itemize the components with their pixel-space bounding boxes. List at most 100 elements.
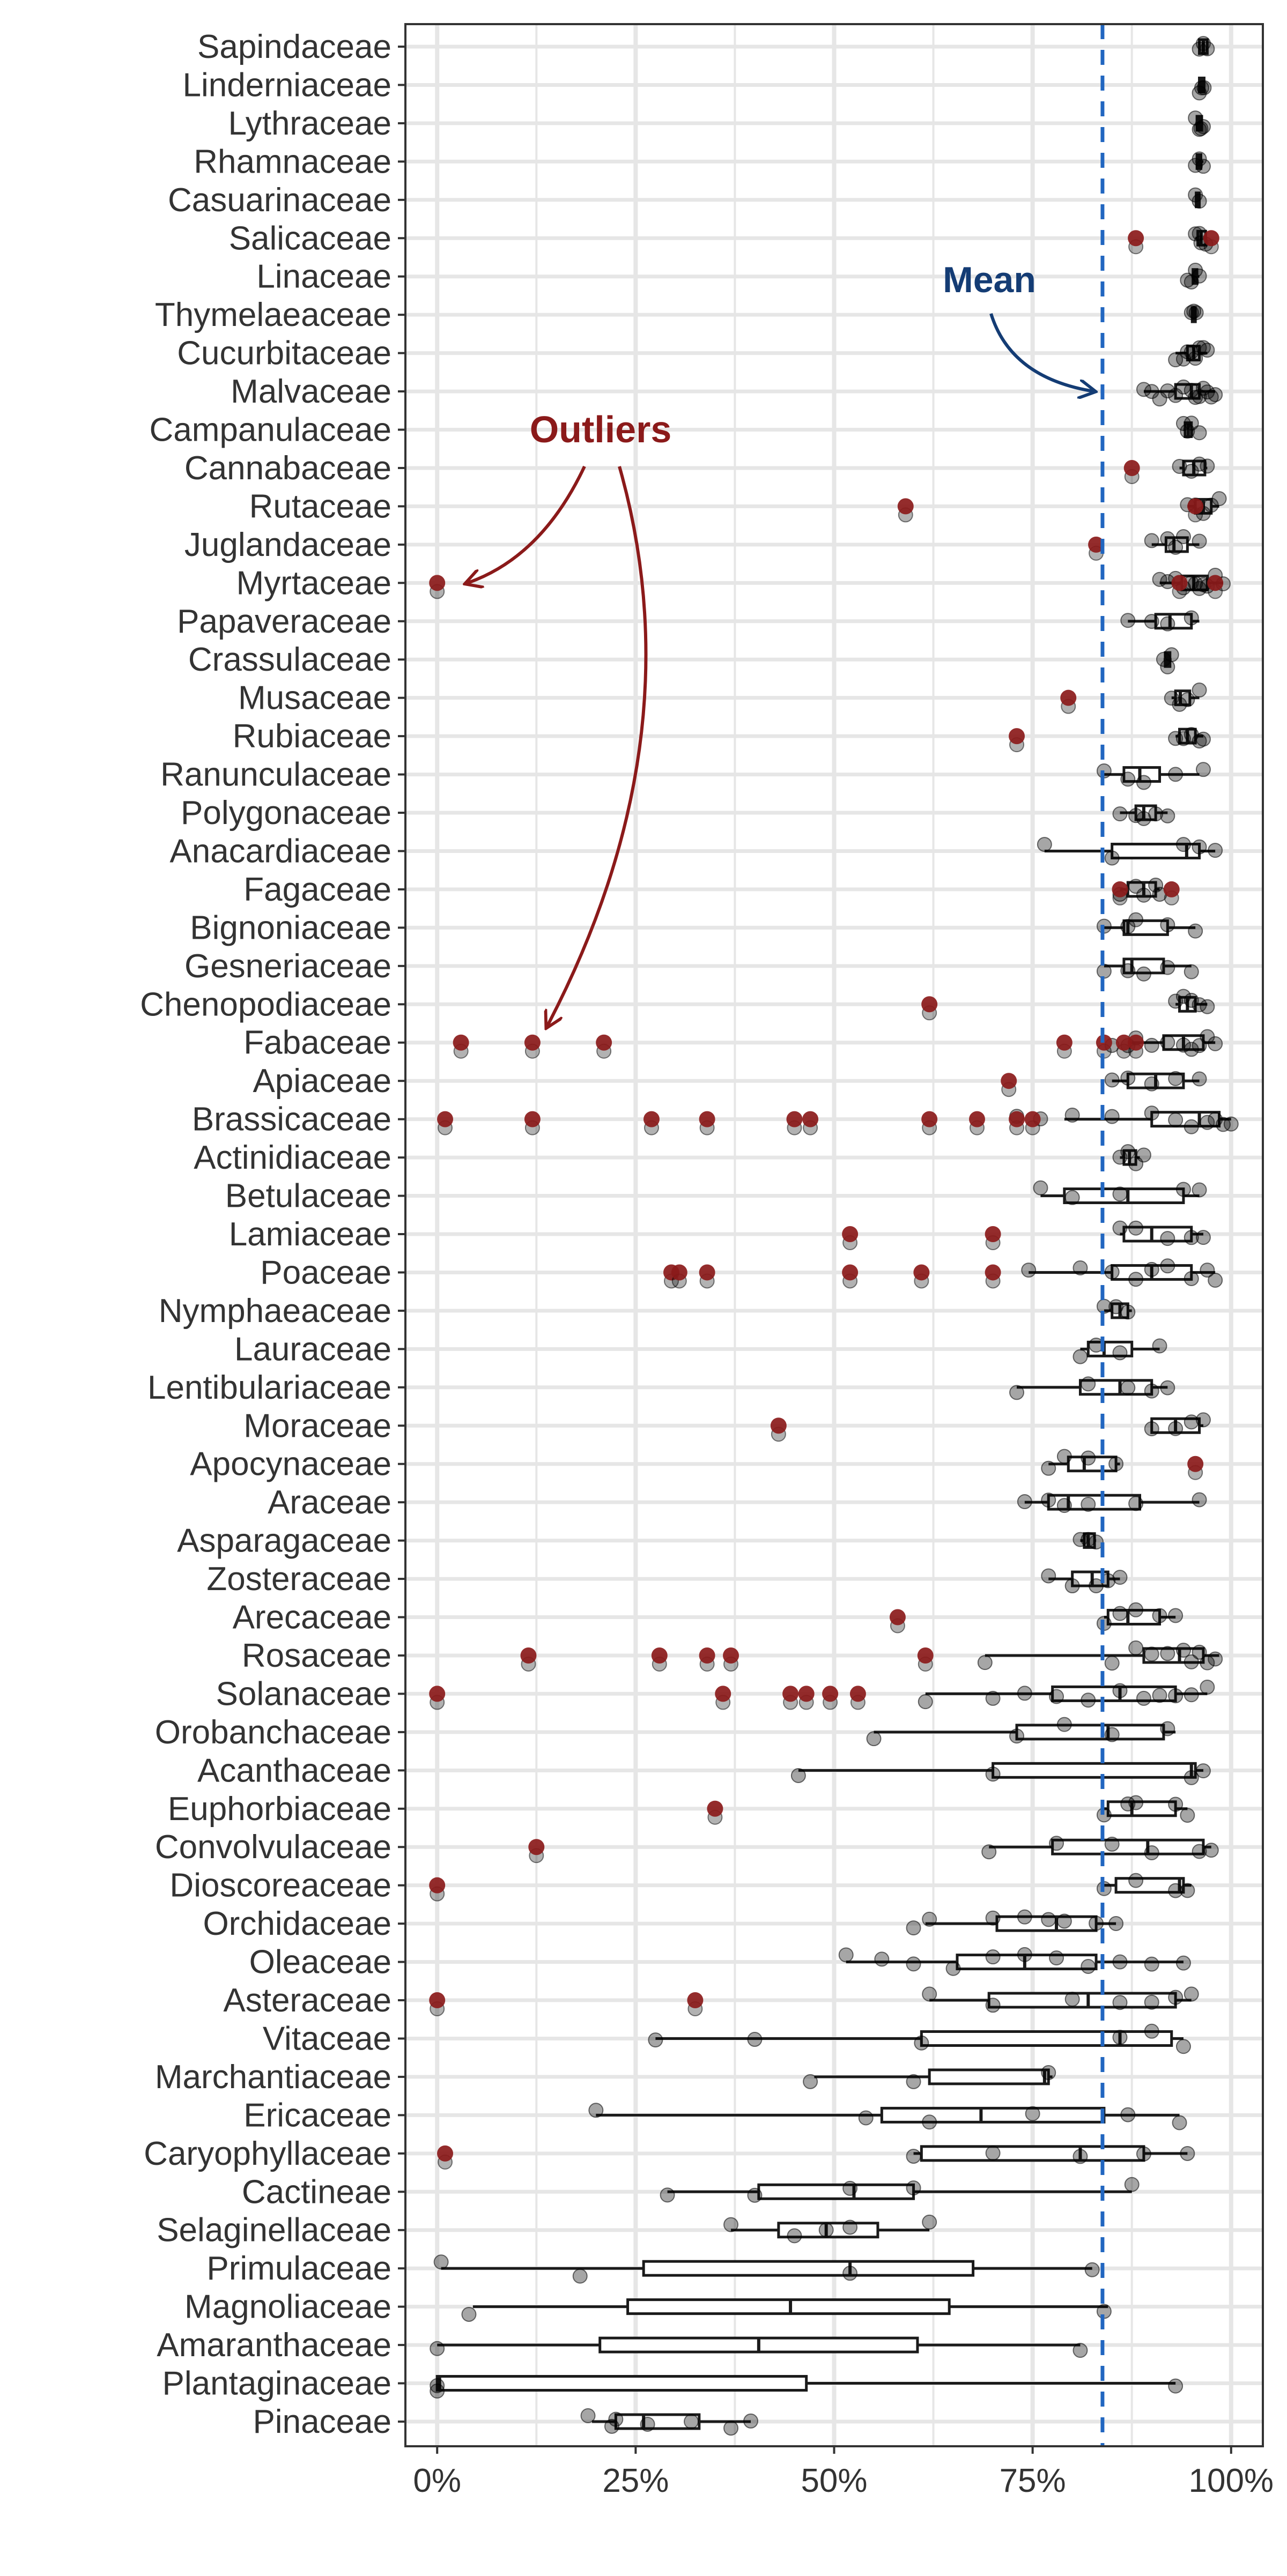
data-point (1144, 614, 1159, 629)
y-tick-label: Amaranthaceae (157, 2327, 391, 2364)
data-point (1160, 917, 1175, 933)
y-tick-label: Orchidaceae (203, 1905, 391, 1942)
data-point (1175, 529, 1191, 545)
data-point (985, 1690, 1001, 1706)
data-point (1112, 1683, 1128, 1698)
data-point (1203, 389, 1219, 405)
data-point (1180, 2146, 1195, 2161)
data-point (977, 1655, 993, 1671)
data-point (1175, 1955, 1191, 1971)
data-point (747, 2187, 763, 2203)
data-point (1128, 1640, 1144, 1656)
data-point (1168, 1688, 1184, 1704)
mean-arrow (989, 313, 1094, 391)
data-point (1180, 1808, 1195, 1823)
data-point (1120, 1144, 1136, 1160)
box-iqr (626, 2298, 951, 2315)
y-tick-label: Apiaceae (253, 1063, 391, 1100)
box-caryophyllaceae (437, 2145, 1195, 2170)
data-point (922, 2214, 937, 2230)
data-point (1112, 2030, 1128, 2045)
outlier-point (798, 1686, 815, 1702)
data-point (787, 2228, 802, 2244)
box-crassulaceae (1156, 647, 1179, 674)
data-point (1081, 1496, 1096, 1512)
data-point (1152, 1608, 1167, 1623)
y-tick-label: Asteraceae (223, 1982, 391, 2019)
data-point (1136, 775, 1151, 790)
data-point (1186, 303, 1202, 319)
y-tick-label: Cannabaceae (184, 450, 391, 487)
box-papaveraceae (1120, 610, 1200, 632)
outlier-point (985, 1264, 1001, 1281)
outlier-point (985, 1226, 1001, 1242)
data-point (1144, 384, 1159, 399)
data-point (985, 2146, 1001, 2161)
data-point (1175, 1182, 1191, 1197)
data-point (1184, 1119, 1199, 1134)
y-tick-label: Juglandaceae (184, 526, 391, 563)
box-euphorbiaceae (707, 1795, 1195, 1825)
box-cucurbitaceae (1168, 340, 1215, 368)
data-point (1196, 80, 1212, 95)
data-point (1175, 415, 1191, 431)
y-tick-label: Apocynaceae (190, 1446, 391, 1483)
data-point (1184, 610, 1199, 626)
data-point (1160, 1231, 1175, 1246)
data-point (1200, 1679, 1215, 1695)
data-point (1192, 533, 1207, 549)
data-point (1128, 1795, 1144, 1810)
outlier-point (1128, 230, 1144, 247)
data-point (1148, 806, 1164, 822)
y-tick-label: Oleaceae (249, 1944, 391, 1981)
y-tick-label: Cactineae (242, 2173, 391, 2210)
data-point (1096, 963, 1112, 979)
data-point (1160, 383, 1175, 399)
box-iqr (1122, 766, 1162, 783)
data-point (1041, 1568, 1056, 1584)
outlier-point (1115, 1034, 1132, 1051)
data-point (1037, 837, 1052, 852)
data-point (1144, 1261, 1159, 1277)
data-point (1175, 837, 1191, 852)
y-tick-label: Euphorbiaceae (168, 1791, 391, 1828)
outlier-point (969, 1111, 985, 1127)
data-point (1208, 1112, 1223, 1127)
box-sapindaceae (1192, 36, 1215, 57)
data-point (1184, 1986, 1199, 2002)
box-pinaceae (580, 2408, 759, 2436)
data-point (985, 1910, 1001, 1926)
data-point (866, 1731, 882, 1747)
data-point (723, 2421, 739, 2436)
data-point (1152, 1688, 1167, 1703)
y-tick-label: Myrtaceae (236, 565, 391, 602)
y-tick-label: Selaginellaceae (157, 2212, 391, 2249)
y-tick-label: Fabaceae (243, 1025, 391, 1061)
data-point (1128, 1602, 1144, 1617)
data-point (1188, 226, 1203, 242)
data-point (1175, 1037, 1191, 1053)
box-cannabaceae (1123, 456, 1215, 484)
data-point (1056, 1498, 1072, 1513)
y-tick-label: Moraceae (243, 1407, 391, 1444)
y-tick-label: Bignoniaceae (190, 909, 391, 946)
box-casuarinaceae (1188, 187, 1207, 209)
y-tick-label: Lythraceae (228, 105, 391, 142)
y-tick-label: Plantaginaceae (162, 2365, 391, 2402)
y-tick-label: Acanthaceae (197, 1752, 391, 1789)
box-nymphaeaceae (1096, 1298, 1136, 1320)
outlier-point (429, 1686, 446, 1702)
box-iqr (1122, 1226, 1193, 1243)
box-rosaceae (520, 1640, 1223, 1672)
data-point (1064, 1578, 1080, 1594)
data-point (842, 2219, 858, 2235)
data-point (1128, 1220, 1144, 1236)
outlier-point (770, 1417, 787, 1434)
data-point (1208, 1651, 1223, 1667)
box-vitaceae (648, 2023, 1191, 2054)
box-asteraceae (429, 1986, 1199, 2017)
data-point (1200, 1263, 1215, 1278)
box-iqr (928, 2068, 1050, 2085)
box-brassicaceae (437, 1105, 1239, 1135)
data-point (1180, 692, 1195, 707)
